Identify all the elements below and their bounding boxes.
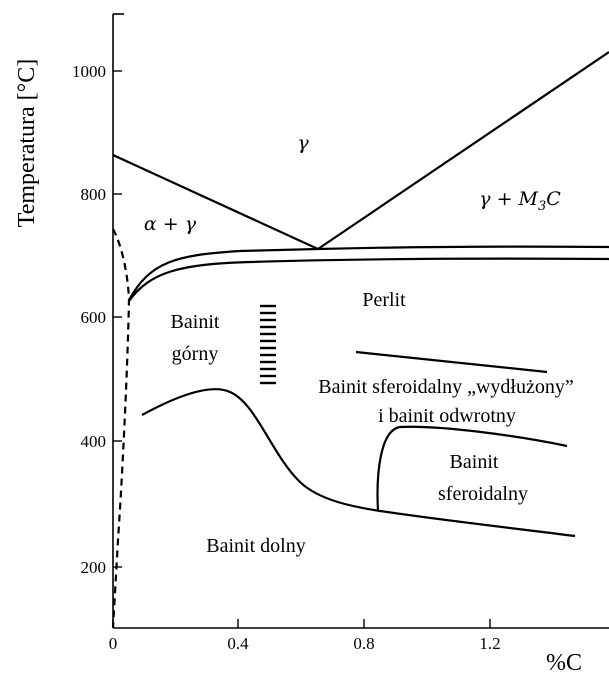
region-gamma: γ: [297, 132, 309, 154]
x-tick-label-0: 0: [109, 634, 118, 653]
region-bainit-gorny-1: Bainit: [171, 311, 220, 333]
a3-line: [112, 154, 319, 250]
bainite-nose-curve: [141, 388, 576, 538]
region-bainit-sfer-wydl-2: i bainit odwrotny: [378, 405, 516, 427]
perlit-start-upper: [128, 245, 609, 301]
y-tick-label-1000: 1000: [72, 62, 106, 81]
acm-line: [317, 51, 609, 250]
gamma-m3c-suffix: C: [546, 188, 561, 210]
region-bainit-sfer-1: Bainit: [450, 451, 499, 473]
region-bainit-dolny: Bainit dolny: [206, 535, 305, 557]
region-perlit: Perlit: [362, 289, 406, 311]
y-axis-title: Temperatura [°C]: [14, 59, 40, 228]
y-tick-label-800: 800: [81, 185, 107, 204]
region-alpha-gamma: α + γ: [144, 213, 197, 235]
x-tick-label-0.8: 0.8: [353, 634, 374, 653]
y-tick-label-200: 200: [81, 558, 107, 577]
perlit-start-lower: [128, 257, 609, 302]
x-tick-label-0.4: 0.4: [227, 634, 249, 653]
gamma-m3c-sub: 3: [538, 199, 546, 214]
bainite-start-dashed: [111, 228, 131, 629]
x-tick-label-1.2: 1.2: [479, 634, 500, 653]
region-gamma-m3c: γ + M3C: [479, 188, 561, 214]
region-bainit-sfer-wydl-1: Bainit sferoidalny „wydłużony”: [318, 376, 574, 398]
spheroidal-c-curve: [376, 425, 568, 512]
elongated-line: [355, 350, 548, 374]
y-tick-label-600: 600: [81, 308, 107, 327]
hatch-marks: [260, 304, 276, 385]
x-axis-title: %C: [546, 650, 582, 676]
gamma-m3c-prefix: γ + M: [479, 188, 538, 210]
region-bainit-gorny-2: górny: [172, 343, 219, 365]
region-bainit-sfer-2: sferoidalny: [438, 483, 528, 505]
y-tick-label-400: 400: [81, 432, 107, 451]
